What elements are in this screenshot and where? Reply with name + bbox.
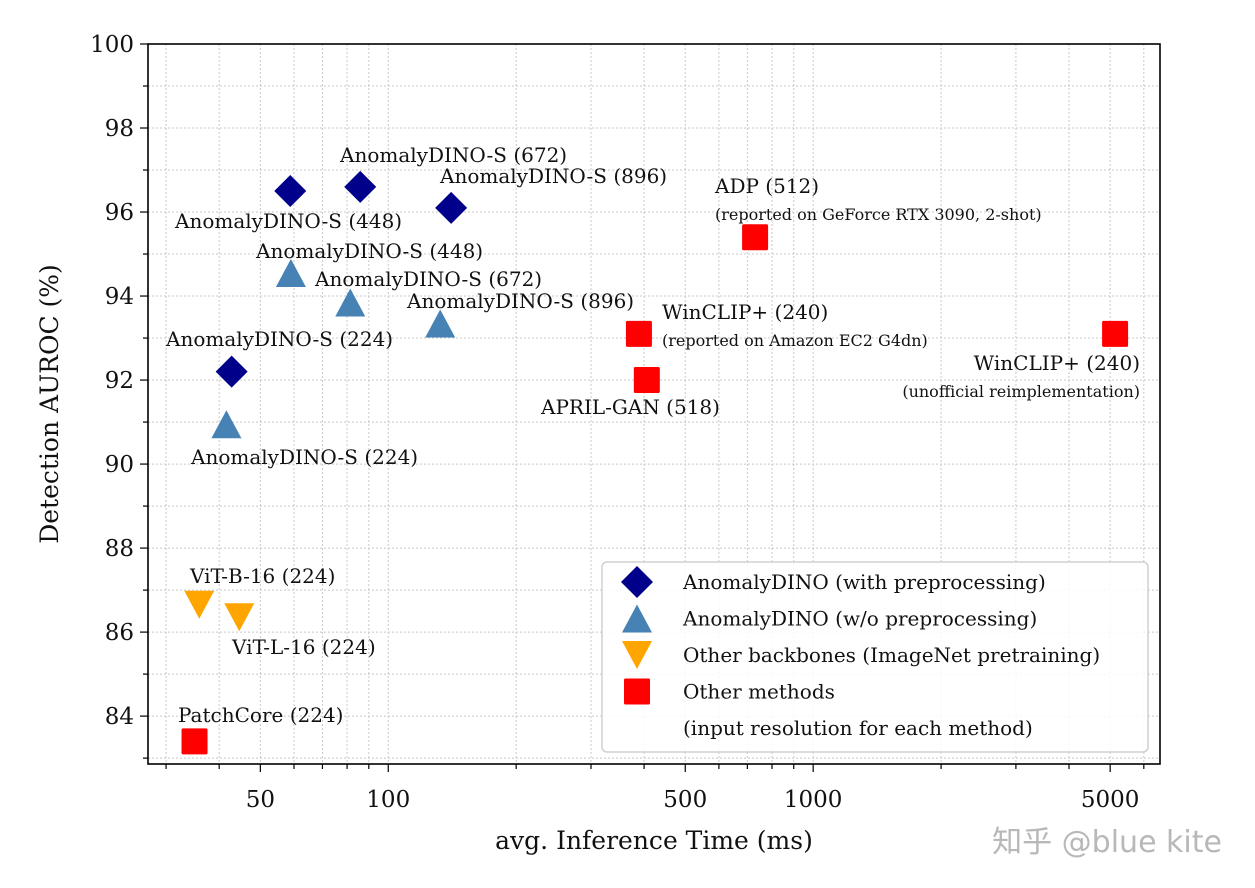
x-tick-label: 1000	[784, 787, 843, 813]
y-tick-label: 90	[105, 452, 134, 478]
point-note: (reported on GeForce RTX 3090, 2-shot)	[715, 205, 1042, 224]
diamond-point	[215, 355, 248, 388]
legend-square-icon	[624, 678, 650, 705]
legend-entry: AnomalyDINO (with preprocessing)	[682, 570, 1046, 594]
x-axis-label: avg. Inference Time (ms)	[495, 826, 813, 855]
y-tick-label: 100	[90, 32, 134, 58]
x-tick-label: 50	[246, 787, 275, 813]
square-point	[633, 367, 660, 394]
point-label: WinCLIP+ (240)	[974, 351, 1140, 375]
watermark: 知乎 @blue kite	[992, 825, 1222, 860]
triangle-up-point	[425, 309, 456, 338]
point-label: APRIL-GAN (518)	[540, 395, 720, 419]
triangle-down-point	[224, 603, 255, 632]
legend-triangle-up-icon	[622, 604, 652, 633]
legend-triangle-down-icon	[622, 641, 652, 669]
legend-note: (input resolution for each method)	[683, 716, 1033, 740]
triangle-down-point	[184, 590, 215, 619]
point-label: AnomalyDINO-S (448)	[255, 239, 483, 263]
diamond-point	[344, 170, 377, 203]
legend-diamond-icon	[621, 566, 653, 598]
point-label: PatchCore (224)	[178, 703, 343, 727]
point-label: WinCLIP+ (240)	[662, 300, 828, 324]
point-label: AnomalyDINO-S (224)	[165, 327, 393, 351]
point-label: AnomalyDINO-S (672)	[314, 267, 542, 291]
y-tick-label: 86	[105, 620, 134, 646]
y-tick-label: 94	[105, 284, 134, 310]
plot-frame	[147, 43, 1161, 765]
legend-entry: Other methods	[683, 680, 835, 704]
point-label: ViT-B-16 (224)	[189, 564, 335, 588]
diamond-point	[274, 175, 307, 208]
square-point	[1102, 320, 1129, 347]
y-tick-label: 84	[105, 704, 134, 730]
point-note: (unofficial reimplementation)	[902, 382, 1140, 401]
point-label: AnomalyDINO-S (896)	[439, 164, 667, 188]
y-tick-label: 98	[105, 116, 134, 142]
square-point	[625, 320, 652, 347]
point-label: AnomalyDINO-S (896)	[406, 289, 634, 313]
y-tick-label: 92	[105, 368, 134, 394]
point-label: AnomalyDINO-S (448)	[174, 209, 402, 233]
y-tick-label: 88	[105, 536, 134, 562]
point-label: AnomalyDINO-S (672)	[339, 143, 567, 167]
point-label: ViT-L-16 (224)	[231, 635, 376, 659]
square-point	[181, 728, 208, 755]
data-points	[181, 170, 1129, 755]
point-labels: AnomalyDINO-S (224) AnomalyDINO-S (448) An…	[165, 143, 1140, 727]
y-tick-label: 96	[105, 200, 134, 226]
legend: AnomalyDINO (with preprocessing) AnomalyD…	[601, 561, 1149, 753]
square-point	[742, 224, 769, 251]
axis-ticks: 50 100 500 1000 5000 84 86 88 90 92 94 96 98 100	[90, 32, 1145, 813]
point-label: AnomalyDINO-S (224)	[190, 445, 418, 469]
y-axis-label: Detection AUROC (%)	[35, 264, 64, 544]
point-label: ADP (512)	[714, 174, 819, 198]
legend-entry: AnomalyDINO (w/o preprocessing)	[682, 607, 1037, 631]
x-tick-label: 5000	[1081, 787, 1140, 813]
point-note: (reported on Amazon EC2 G4dn)	[662, 331, 928, 350]
x-tick-label: 100	[366, 787, 410, 813]
triangle-up-point	[335, 288, 366, 317]
legend-entry: Other backbones (ImageNet pretraining)	[683, 643, 1100, 667]
triangle-up-point	[275, 259, 306, 288]
triangle-up-point	[211, 410, 242, 439]
legend-box	[601, 561, 1149, 753]
diamond-point	[435, 191, 468, 224]
x-tick-label: 500	[663, 787, 707, 813]
